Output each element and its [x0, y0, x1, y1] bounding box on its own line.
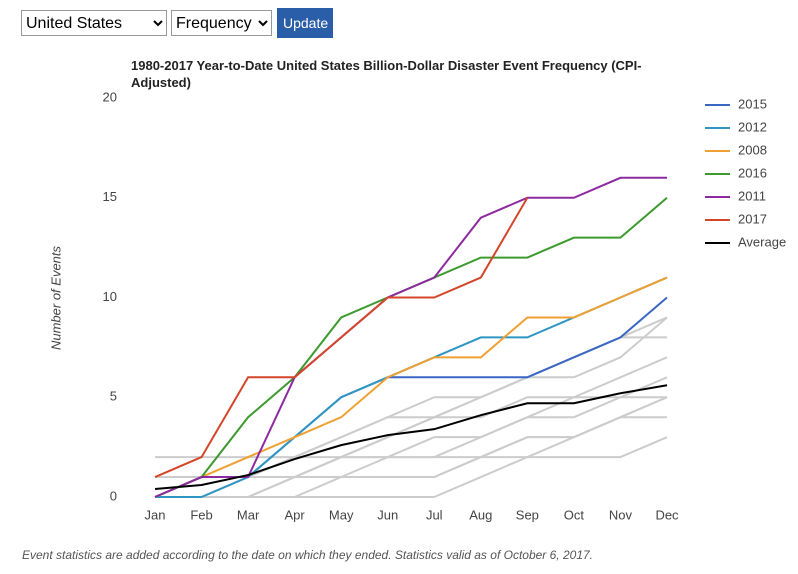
series-line	[154, 176, 667, 498]
series-line	[154, 276, 668, 498]
x-tick-label: Apr	[285, 507, 306, 522]
x-tick-label: May	[329, 507, 354, 522]
y-tick-label: 5	[110, 389, 117, 404]
x-tick-label: Sep	[516, 507, 539, 522]
series-line	[154, 196, 668, 498]
x-tick-label: Dec	[655, 507, 679, 522]
series-line	[154, 197, 529, 478]
x-tick-label: Aug	[469, 507, 492, 522]
x-tick-label: Jun	[377, 507, 398, 522]
x-tick-label: Jan	[145, 507, 166, 522]
legend-label: 2008	[738, 142, 767, 157]
legend-label: Average	[738, 234, 786, 249]
legend-label: 2012	[738, 119, 767, 134]
x-tick-label: Feb	[190, 507, 212, 522]
chart-title: 1980-2017 Year-to-Date United States Bil…	[131, 58, 642, 90]
x-tick-label: Oct	[564, 507, 585, 522]
x-tick-label: Jul	[426, 507, 443, 522]
background-line	[155, 436, 668, 459]
legend-label: 2017	[738, 211, 767, 226]
y-axis-label: Number of Events	[48, 245, 63, 350]
series-line	[154, 384, 668, 491]
footnote: Event statistics are added according to …	[22, 548, 594, 562]
x-tick-label: Mar	[237, 507, 260, 522]
background-line	[155, 396, 668, 498]
y-tick-label: 0	[110, 488, 117, 503]
update-button[interactable]: Update	[277, 8, 333, 38]
legend-label: 2011	[738, 188, 766, 203]
x-tick-label: Nov	[609, 507, 633, 522]
region-select[interactable]: United States	[21, 10, 167, 36]
y-tick-label: 10	[103, 289, 117, 304]
legend-label: 2015	[738, 96, 767, 111]
y-tick-label: 15	[103, 189, 117, 204]
metric-select[interactable]: Frequency	[171, 10, 272, 36]
y-tick-label: 20	[103, 89, 117, 104]
legend-label: 2016	[738, 165, 767, 180]
